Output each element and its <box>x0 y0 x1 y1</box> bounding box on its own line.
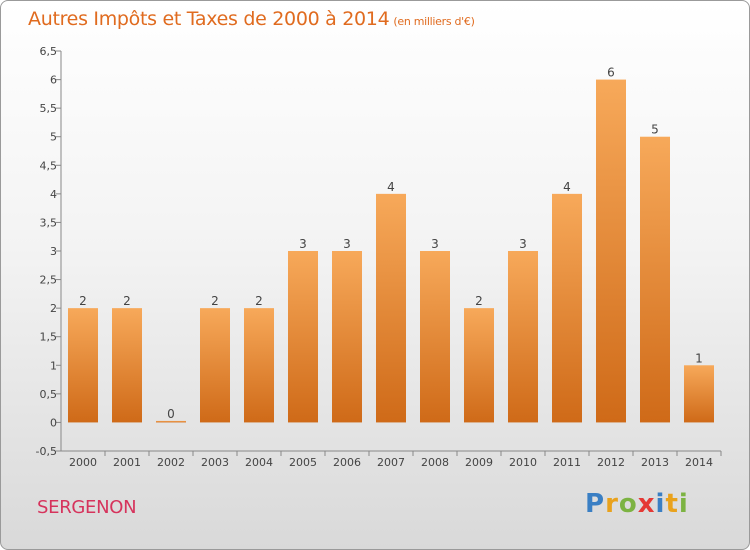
x-tick-label: 2002 <box>157 456 185 469</box>
x-tick-label: 2012 <box>597 456 625 469</box>
bar <box>244 308 274 423</box>
bar <box>112 308 142 423</box>
bars <box>68 79 714 423</box>
y-tick-label: -0,5 <box>36 445 57 458</box>
data-label: 2 <box>79 294 87 308</box>
data-label: 2 <box>255 294 263 308</box>
logo-letter: t <box>665 489 679 519</box>
bar <box>200 308 230 423</box>
bar <box>596 79 626 423</box>
x-tick-label: 2011 <box>553 456 581 469</box>
proxiti-logo[interactable]: Proxiti <box>585 489 689 519</box>
bar <box>508 251 538 423</box>
y-tick-label: 0 <box>50 416 57 429</box>
x-tick-label: 2001 <box>113 456 141 469</box>
data-label: 4 <box>563 180 571 194</box>
y-tick-label: 1 <box>50 359 57 372</box>
x-tick-label: 2007 <box>377 456 405 469</box>
title-text: Autres Impôts et Taxes de 2000 à 2014 <box>28 8 390 30</box>
y-tick-label: 4 <box>50 188 57 201</box>
bar <box>420 251 450 423</box>
data-label: 3 <box>519 237 527 251</box>
bar <box>552 193 582 423</box>
bar <box>332 251 362 423</box>
logo-letter: i <box>678 489 689 519</box>
y-tick-label: 4,5 <box>40 159 58 172</box>
data-label: 3 <box>343 237 351 251</box>
y-tick-label: 3 <box>50 245 57 258</box>
x-tick-label: 2008 <box>421 456 449 469</box>
y-tick-label: 1,5 <box>40 331 58 344</box>
y-tick-label: 3,5 <box>40 216 58 229</box>
logo-letter: o <box>618 489 638 519</box>
y-tick-label: 2 <box>50 302 57 315</box>
title-unit: (en milliers d'€) <box>393 15 475 28</box>
x-tick-label: 2006 <box>333 456 361 469</box>
y-tick-label: 5 <box>50 131 57 144</box>
data-labels: 2 2 0 2 2 3 3 4 3 2 3 4 6 5 1 <box>79 66 703 421</box>
logo-letter: r <box>605 489 619 519</box>
y-tick-label: 5,5 <box>40 102 58 115</box>
logo-letter: x <box>637 489 656 519</box>
data-label: 5 <box>651 123 659 137</box>
x-tick-label: 2004 <box>245 456 273 469</box>
bar <box>68 308 98 423</box>
y-tick-label: 6 <box>50 74 57 87</box>
bar <box>640 136 670 423</box>
bar <box>376 193 406 423</box>
data-label: 3 <box>299 237 307 251</box>
data-label: 3 <box>431 237 439 251</box>
bar <box>464 308 494 423</box>
y-axis: -0,5 0 0,5 1 1,5 2 2,5 3 3,5 4 4,5 5 5,5 6 6,5 <box>36 45 62 458</box>
x-tick-label: 2009 <box>465 456 493 469</box>
bar <box>288 251 318 423</box>
y-tick-label: 0,5 <box>40 388 58 401</box>
data-label: 2 <box>475 294 483 308</box>
y-tick-label: 2,5 <box>40 274 58 287</box>
x-tick-label: 2005 <box>289 456 317 469</box>
x-tick-label: 2014 <box>685 456 713 469</box>
bar <box>156 420 186 423</box>
data-label: 4 <box>387 180 395 194</box>
x-tick-label: 2003 <box>201 456 229 469</box>
commune-name: SERGENON <box>37 497 137 518</box>
x-tick-label: 2013 <box>641 456 669 469</box>
x-tick-label: 2010 <box>509 456 537 469</box>
chart-title: Autres Impôts et Taxes de 2000 à 2014 (en… <box>28 8 475 30</box>
logo-letter: P <box>585 489 606 519</box>
logo-letter: i <box>655 489 666 519</box>
data-label: 2 <box>211 294 219 308</box>
y-tick-label: 6,5 <box>40 45 58 58</box>
data-label: 2 <box>123 294 131 308</box>
x-axis: 2000 2001 2002 2003 2004 2005 2006 2007 2008 2009… <box>61 450 722 469</box>
data-label: 6 <box>607 66 615 80</box>
data-label: 1 <box>695 351 703 365</box>
data-label: 0 <box>167 407 175 421</box>
x-tick-label: 2000 <box>69 456 97 469</box>
bar <box>684 365 714 423</box>
